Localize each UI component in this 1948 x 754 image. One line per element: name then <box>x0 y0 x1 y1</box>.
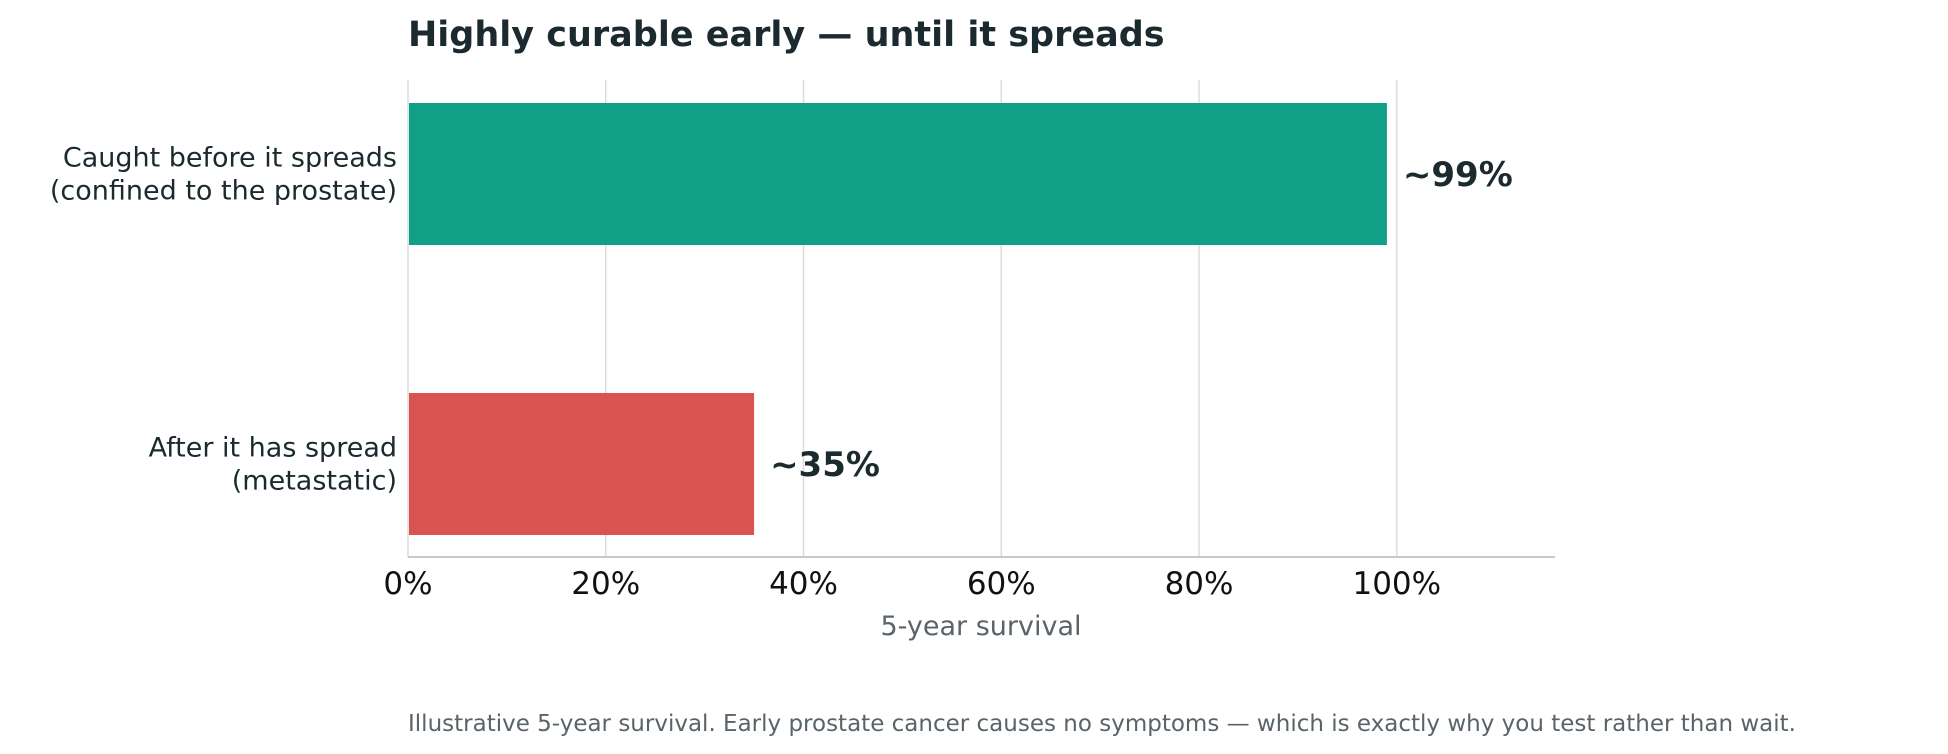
value-labels: ~99% ~35% <box>770 155 1513 485</box>
x-tick-label-0: 0% <box>383 566 432 602</box>
x-tick-label-4: 80% <box>1165 566 1234 602</box>
x-tick-label-1: 20% <box>571 566 640 602</box>
x-tick-label-2: 40% <box>769 566 838 602</box>
x-axis-label: 5-year survival <box>880 611 1081 642</box>
bar-1 <box>409 393 755 535</box>
x-tick-labels: 0% 20% 40% 60% 80% 100% <box>383 566 1441 602</box>
category-labels: Caught before it spreads(confined to the… <box>50 143 397 497</box>
category-label-0-line-0: Caught before it spreads <box>63 143 397 174</box>
x-tick-label-3: 60% <box>967 566 1036 602</box>
category-label-1-line-1: (metastatic) <box>232 466 397 497</box>
x-tick-label-5: 100% <box>1352 566 1441 602</box>
value-label-1: ~35% <box>770 445 880 485</box>
bar-0 <box>409 103 1387 245</box>
category-label-1-line-0: After it has spread <box>149 433 397 464</box>
category-label-0-line-1: (confined to the prostate) <box>50 176 397 207</box>
bars <box>409 103 1387 535</box>
footnote: Illustrative 5-year survival. Early pros… <box>408 711 1796 737</box>
chart-title: Highly curable early — until it spreads <box>408 15 1165 55</box>
value-label-0: ~99% <box>1403 155 1513 195</box>
